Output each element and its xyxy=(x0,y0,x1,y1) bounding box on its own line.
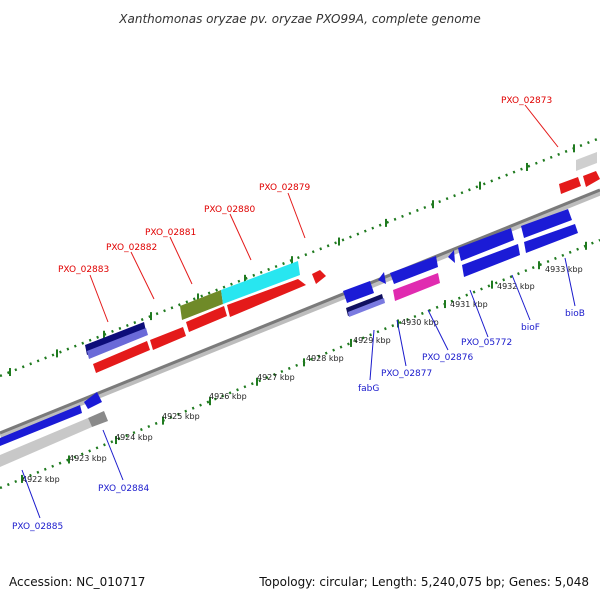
gene-label[interactable]: bioB xyxy=(565,309,585,319)
gene-label[interactable]: PXO_02882 xyxy=(106,243,157,253)
leader-line xyxy=(524,104,559,148)
gene-label[interactable]: PXO_02877 xyxy=(381,369,432,379)
genome-summary-text: Topology: circular; Length: 5,240,075 bp… xyxy=(258,575,589,589)
genome-backbone xyxy=(0,188,600,435)
gene-pxo-02881-arrow[interactable] xyxy=(186,306,227,332)
gene-fabg-arrow[interactable] xyxy=(343,281,374,303)
genome-diagram: 4922 kbp 4923 kbp 4924 kbp 4925 kbp 4926… xyxy=(0,96,600,532)
leader-line xyxy=(229,213,252,261)
gene-features xyxy=(0,152,600,467)
tick-label: 4931 kbp xyxy=(450,300,488,309)
tick-label: 4925 kbp xyxy=(162,412,200,421)
gene-small-arrow[interactable] xyxy=(378,272,386,284)
gene-label[interactable]: PXO_02884 xyxy=(98,484,150,494)
label-leader-lines xyxy=(21,104,576,519)
tick-label: 4924 kbp xyxy=(115,433,153,442)
gene-label[interactable]: PXO_05772 xyxy=(461,338,512,348)
gene-pxo-02873-arrow[interactable] xyxy=(559,177,581,194)
gene-label[interactable]: PXO_02885 xyxy=(12,522,63,532)
map-title: Xanthomonas oryzae pv. oryzae PXO99A, co… xyxy=(118,12,480,26)
tick-labels: 4922 kbp 4923 kbp 4924 kbp 4925 kbp 4926… xyxy=(22,265,583,484)
leader-line xyxy=(469,289,489,338)
gene-label[interactable]: PXO_02876 xyxy=(422,353,474,363)
gene-pxo-02882-arrow[interactable] xyxy=(150,327,186,350)
gene-biob-2-arrow[interactable] xyxy=(524,224,578,253)
leader-line xyxy=(369,329,375,381)
gene-label[interactable]: PXO_02873 xyxy=(501,96,552,106)
gene-pxo-02876-arrow[interactable] xyxy=(393,273,440,301)
leader-line xyxy=(287,192,306,239)
leader-line xyxy=(102,429,124,481)
tick-label: 4932 kbp xyxy=(497,282,535,291)
leader-line xyxy=(511,274,531,321)
gene-label[interactable]: bioF xyxy=(521,323,540,333)
gene-pxo-02873b-arrow[interactable] xyxy=(583,171,600,187)
gene-label[interactable]: PXO_02883 xyxy=(58,265,109,275)
forward-dotted-track xyxy=(0,136,600,378)
gene-label[interactable]: fabG xyxy=(358,384,379,394)
leader-line xyxy=(21,469,41,519)
accession-text: Accession: NC_010717 xyxy=(9,575,145,589)
leader-line xyxy=(427,309,449,351)
tick-label: 4923 kbp xyxy=(69,454,107,463)
tick-label: 4926 kbp xyxy=(209,392,247,401)
gene-pxo-05772-arrow[interactable] xyxy=(458,228,514,261)
gene-label[interactable]: PXO_02879 xyxy=(259,183,311,193)
gene-label[interactable]: PXO_02880 xyxy=(204,205,256,215)
gene-pxo-02884-arrow[interactable] xyxy=(0,405,82,446)
gene-labels: PXO_02883 PXO_02882 PXO_02881 PXO_02880 … xyxy=(12,96,585,532)
tick-label: 4928 kbp xyxy=(306,354,344,363)
gene-violet-bar[interactable] xyxy=(87,328,148,359)
gene-small-arrow-2[interactable] xyxy=(448,250,455,263)
tick-label: 4930 kbp xyxy=(401,318,439,327)
gene-pxo-02883-arrow[interactable] xyxy=(93,341,150,373)
leader-line xyxy=(169,236,193,285)
gene-fabg-light[interactable] xyxy=(348,298,385,317)
leader-line xyxy=(130,251,155,300)
gene-grey-block[interactable] xyxy=(88,411,108,427)
gene-biob-arrow[interactable] xyxy=(521,209,572,238)
gene-pxo-02885-arrow[interactable] xyxy=(0,418,92,467)
leader-line xyxy=(89,274,109,323)
gene-pxo-02880-arrow[interactable] xyxy=(227,279,306,317)
tick-label: 4933 kbp xyxy=(545,265,583,274)
gene-pxo-02884b-arrow[interactable] xyxy=(84,392,102,409)
gene-label[interactable]: PXO_02881 xyxy=(145,228,196,238)
leader-line xyxy=(396,319,407,367)
leader-line xyxy=(564,257,576,307)
tick-label: 4929 kbp xyxy=(353,336,391,345)
gene-pxo-02879-arrow[interactable] xyxy=(312,270,326,284)
gene-cyan-bar[interactable] xyxy=(221,261,300,304)
gene-pxo-02877-arrow[interactable] xyxy=(390,256,438,284)
tick-label: 4927 kbp xyxy=(257,373,295,382)
reverse-dotted-track xyxy=(0,238,600,490)
gene-grey-bar[interactable] xyxy=(576,152,597,171)
tick-label: 4922 kbp xyxy=(22,475,60,484)
gene-olive-bar[interactable] xyxy=(180,290,223,320)
gene-biof-arrow[interactable] xyxy=(462,244,520,277)
